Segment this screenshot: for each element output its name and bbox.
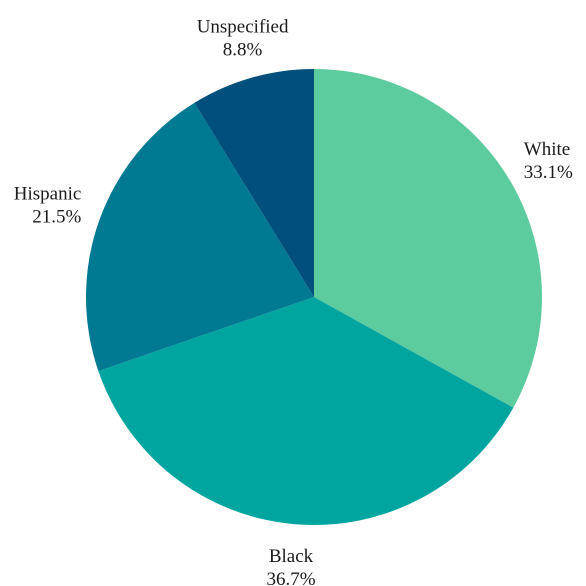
slice-label-unspecified: Unspecified [197,16,289,37]
pie-slice-hispanic [85,102,314,372]
pie-slice-white [314,69,542,408]
pie-slice-black [98,297,514,526]
slice-label-black: Black [269,546,314,567]
slice-value-unspecified: 8.8% [223,39,263,60]
slice-label-hispanic: Hispanic [14,184,82,205]
slice-label-white: White [524,139,570,160]
slice-value-hispanic: 21.5% [32,207,81,228]
pie-slices [85,69,542,526]
slice-value-white: 33.1% [524,162,573,183]
pie-slice-unspecified [194,69,314,297]
slice-value-black: 36.7% [266,569,315,586]
